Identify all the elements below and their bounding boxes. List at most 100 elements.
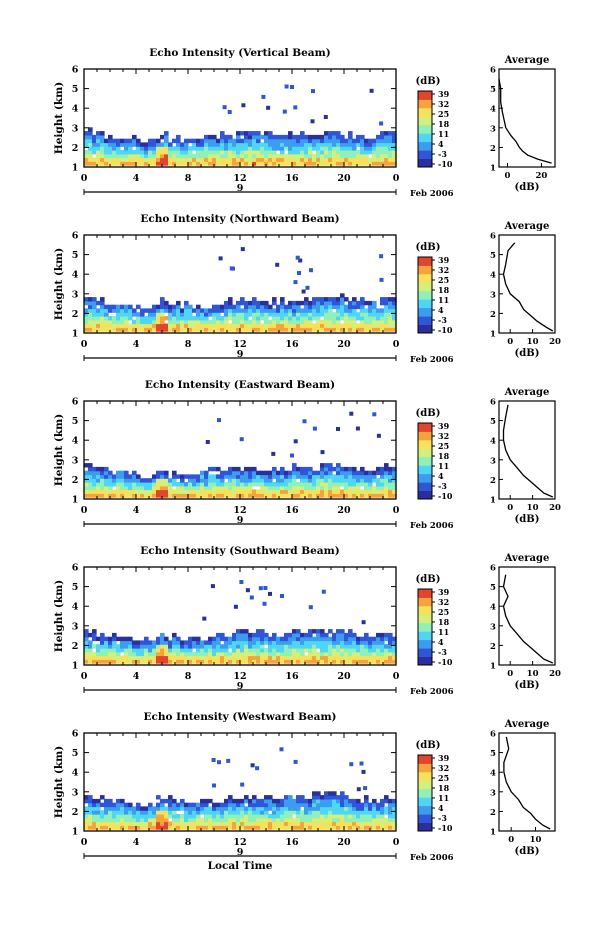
heatmap-cell: [120, 648, 125, 653]
heatmap-cell: [296, 474, 301, 479]
heatmap-cell: [268, 161, 273, 166]
heatmap-cell: [244, 138, 249, 144]
heatmap-cell: [276, 474, 281, 479]
heatmap-cell: [296, 655, 301, 660]
heatmap-cell: [160, 323, 165, 328]
colorbar-title: (dB): [416, 574, 441, 585]
heatmap-cell: [308, 485, 313, 491]
heatmap-cell: [280, 478, 285, 483]
heatmap-cell: [308, 825, 313, 830]
heatmap-cell: [148, 308, 153, 313]
heatmap-cell: [92, 659, 97, 664]
heatmap-cell: [96, 319, 101, 325]
heatmap-cell: [176, 150, 181, 155]
heatmap-cell: [260, 814, 265, 819]
heatmap-cell: [332, 466, 337, 472]
heatmap-cell: [296, 798, 301, 804]
heatmap-cell: [392, 316, 397, 321]
heatmap-cell: [192, 153, 197, 159]
heatmap-cell: [380, 632, 385, 638]
heatmap-cell: [240, 161, 245, 166]
heatmap-cell: [272, 300, 277, 306]
heatmap-cell: [380, 308, 385, 313]
heatmap-cell: [324, 798, 329, 804]
heatmap-cell: [296, 134, 301, 140]
heatmap-cell: [328, 489, 333, 494]
heatmap-cell: [340, 825, 345, 830]
heatmap-cell: [348, 655, 353, 660]
heatmap-cell: [208, 150, 213, 155]
date-label: Feb 2006: [410, 687, 454, 697]
heatmap-cell: [312, 316, 317, 321]
heatmap-cell: [324, 463, 329, 468]
heatmap-cell: [184, 153, 189, 159]
heatmap-cell: [320, 312, 325, 317]
colorbar-tick-label: 18: [438, 285, 450, 295]
heatmap-cell: [200, 319, 205, 325]
heatmap-cell: [380, 814, 385, 819]
heatmap-cell: [144, 648, 149, 653]
heatmap-cell: [124, 651, 129, 657]
heatmap-cell: [388, 493, 393, 498]
heatmap-cell: [352, 312, 357, 317]
heatmap-cell: [388, 798, 393, 804]
heatmap-cell: [176, 138, 181, 144]
heatmap-cell: [272, 297, 277, 302]
heatmap-cell: [152, 312, 157, 317]
heatmap-cell: [268, 470, 273, 476]
heatmap-cell: [252, 138, 257, 144]
y-tick-label: 5: [72, 416, 79, 427]
heatmap-cell: [376, 651, 381, 657]
heatmap-cell: [376, 478, 381, 483]
heatmap-cell: [192, 821, 197, 826]
heatmap-cells: [84, 411, 397, 498]
date-label: Feb 2006: [410, 189, 454, 199]
heatmap-cell: [268, 157, 273, 162]
heatmap-cell: [176, 493, 181, 498]
heatmap-cell: [348, 304, 353, 310]
heatmap-cell: [244, 655, 249, 660]
heatmap-cell: [364, 636, 369, 642]
heatmap-cell: [96, 802, 101, 808]
heatmap-cell: [356, 651, 361, 657]
heatmap-cell: [204, 153, 209, 159]
heatmap-cell: [284, 817, 289, 823]
heatmap-cell: [296, 146, 301, 151]
heatmap-cell: [260, 134, 265, 140]
heatmap-cell: [168, 802, 173, 808]
profile-y-tick-label: 6: [490, 730, 496, 740]
heatmap-cell: [236, 300, 241, 306]
colorbar-tick-label: 39: [438, 587, 450, 597]
heatmap-cell: [124, 814, 129, 819]
heatmap-cell: [316, 810, 321, 815]
heatmap-cell: [268, 474, 273, 479]
heatmap-cell: [124, 817, 129, 823]
heatmap-cell: [252, 636, 257, 642]
heatmap-cell: [392, 142, 397, 147]
heatmap-cell: [300, 825, 305, 830]
heatmap-cell: [120, 316, 125, 321]
heatmap-cell: [176, 474, 181, 479]
heatmap-cell: [268, 825, 273, 830]
heatmap-cell: [312, 825, 317, 830]
heatmap-cell: [248, 131, 253, 136]
heatmap-cell: [276, 138, 281, 144]
heatmap-cell: [348, 466, 353, 472]
heatmap-cell: [148, 138, 153, 144]
heatmap-cell: [200, 312, 205, 317]
heatmap-cell: [240, 300, 245, 306]
heatmap-cell: [228, 659, 233, 664]
heatmap-cell: [136, 802, 141, 808]
heatmap-cell: [233, 604, 238, 609]
heatmap-cell: [356, 153, 361, 159]
heatmap-cell: [180, 319, 185, 325]
heatmap-cell: [320, 632, 325, 638]
heatmap-cell: [304, 493, 309, 498]
heatmap-cell: [132, 153, 137, 159]
heatmap-cell: [96, 478, 101, 483]
heatmap-cell: [96, 825, 101, 830]
heatmap-cell: [268, 482, 273, 487]
heatmap-cell: [264, 814, 269, 819]
heatmap-cell: [164, 814, 169, 819]
heatmap-cell: [304, 640, 309, 645]
